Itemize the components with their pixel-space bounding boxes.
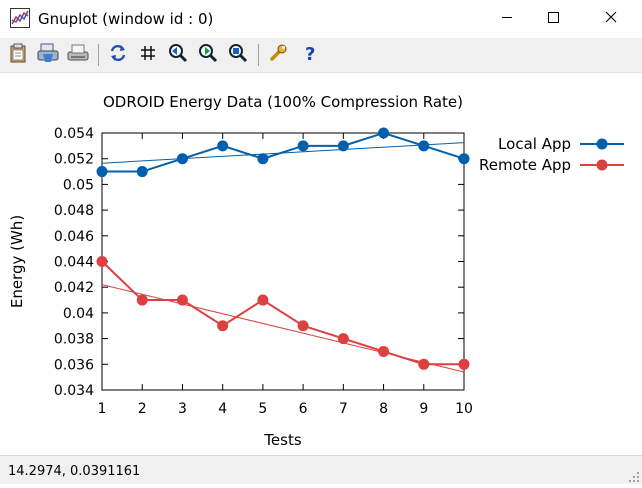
x-tick-label: 5 xyxy=(258,401,267,417)
y-tick-label: 0.054 xyxy=(54,126,94,142)
zoom-next-icon xyxy=(198,43,218,68)
close-icon xyxy=(605,10,617,28)
export-icon xyxy=(67,43,89,68)
data-point xyxy=(96,256,108,267)
data-point xyxy=(297,140,309,152)
clipboard-icon xyxy=(8,43,28,68)
y-tick-label: 0.036 xyxy=(54,357,94,373)
y-axis-label: Energy (Wh) xyxy=(8,215,26,308)
y-tick-label: 0.038 xyxy=(54,332,94,348)
grid-icon xyxy=(139,44,157,67)
y-tick-label: 0.048 xyxy=(54,203,94,219)
x-tick-label: 10 xyxy=(455,401,473,417)
x-tick-label: 9 xyxy=(419,401,428,417)
x-tick-label: 4 xyxy=(218,401,227,417)
y-tick-label: 0.046 xyxy=(54,229,94,245)
y-tick-label: 0.05 xyxy=(63,177,94,193)
y-tick-label: 0.044 xyxy=(54,255,94,271)
data-point xyxy=(458,358,470,370)
data-point xyxy=(136,166,148,178)
maximize-icon xyxy=(547,10,559,28)
series-line xyxy=(102,131,465,173)
options-button[interactable] xyxy=(266,43,290,67)
legend-label: Remote App xyxy=(479,156,571,174)
export-button[interactable] xyxy=(66,43,90,67)
toolbar-separator xyxy=(98,44,99,66)
x-axis-label: Tests xyxy=(263,431,302,449)
help-icon: ? xyxy=(300,43,320,68)
zoom-next-button[interactable] xyxy=(196,43,220,67)
data-point xyxy=(337,333,349,345)
y-tick-label: 0.034 xyxy=(54,383,94,399)
window-title: Gnuplot (window id : 0) xyxy=(38,10,214,28)
data-point xyxy=(297,320,309,332)
legend-marker xyxy=(596,138,608,150)
chart-title: ODROID Energy Data (100% Compression Rat… xyxy=(103,93,463,111)
y-tick-label: 0.052 xyxy=(54,152,94,168)
y-tick-label: 0.042 xyxy=(54,280,94,296)
x-tick-label: 8 xyxy=(379,401,388,417)
options-wrench-icon xyxy=(268,43,288,68)
x-tick-label: 7 xyxy=(339,401,348,417)
data-point xyxy=(96,166,108,178)
close-button[interactable] xyxy=(588,0,634,38)
plot-area[interactable]: 0.034 0.036 0.038 0.04 0.042 0.044 0.046 0.048 0… xyxy=(0,73,642,455)
status-bar: 14.2974, 0.0391161 xyxy=(0,455,642,484)
replot-icon xyxy=(108,43,128,68)
data-point xyxy=(217,140,229,152)
svg-text:?: ? xyxy=(305,44,315,63)
data-point xyxy=(217,320,229,332)
print-button[interactable] xyxy=(36,43,60,67)
autoscale-button[interactable] xyxy=(226,43,250,67)
resize-grip-icon[interactable] xyxy=(628,470,640,482)
autoscale-icon xyxy=(228,43,248,68)
gnuplot-app-icon xyxy=(10,8,30,28)
x-tick-label: 1 xyxy=(98,401,107,417)
data-point xyxy=(257,153,269,165)
data-point xyxy=(378,127,390,139)
data-point xyxy=(458,153,470,165)
data-point xyxy=(176,294,188,306)
legend-marker xyxy=(596,159,608,171)
maximize-button[interactable] xyxy=(530,0,576,38)
data-point xyxy=(418,140,430,152)
replot-button[interactable] xyxy=(106,43,130,67)
zoom-previous-icon xyxy=(168,43,188,68)
y-tick-label: 0.04 xyxy=(63,306,94,322)
minimize-button[interactable] xyxy=(484,0,530,38)
help-button[interactable]: ? xyxy=(298,43,322,67)
energy-chart: 0.034 0.036 0.038 0.04 0.042 0.044 0.046 0.048 0… xyxy=(8,93,624,449)
data-point xyxy=(176,153,188,165)
print-icon xyxy=(37,43,59,68)
data-point xyxy=(257,294,269,306)
toggle-grid-button[interactable] xyxy=(136,43,160,67)
legend-label: Local App xyxy=(498,135,571,153)
data-point xyxy=(337,140,349,152)
minimize-icon xyxy=(501,10,513,28)
x-tick-label: 6 xyxy=(299,401,308,417)
toolbar-separator xyxy=(258,44,259,66)
x-tick-label: 2 xyxy=(138,401,147,417)
x-tick-label: 3 xyxy=(178,401,187,417)
title-bar: Gnuplot (window id : 0) xyxy=(0,0,642,38)
zoom-previous-button[interactable] xyxy=(166,43,190,67)
data-point xyxy=(378,345,390,357)
toolbar: ? xyxy=(0,38,642,73)
data-point xyxy=(136,294,148,306)
copy-to-clipboard-button[interactable] xyxy=(6,43,30,67)
plot-border xyxy=(101,132,465,391)
mouse-coordinates: 14.2974, 0.0391161 xyxy=(8,464,141,479)
series-line xyxy=(101,260,464,366)
data-point xyxy=(418,358,430,370)
